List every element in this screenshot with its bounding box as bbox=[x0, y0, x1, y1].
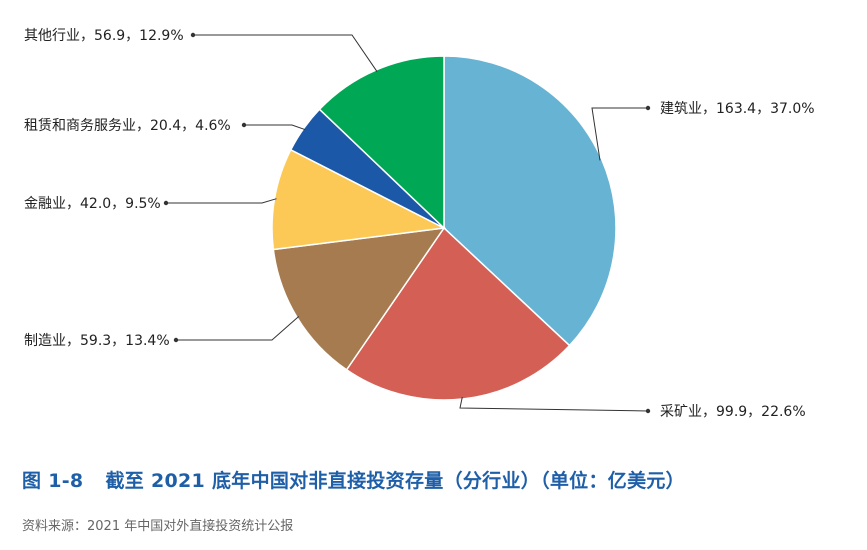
figure-title: 截至 2021 底年中国对非直接投资存量（分行业）（单位：亿美元） bbox=[105, 470, 685, 492]
pie-labels: 建筑业，163.4，37.0% 采矿业，99.9，22.6% 制造业，59.3，13… bbox=[24, 28, 815, 420]
slice-label-6: 其他行业，56.9，12.9% bbox=[24, 28, 184, 44]
pie-slices bbox=[271, 55, 617, 401]
slice-label-4: 金融业，42.0，9.5% bbox=[24, 196, 161, 212]
pie-slice-4 bbox=[271, 148, 447, 251]
slice-label-2: 采矿业，99.9，22.6% bbox=[660, 404, 806, 420]
leader-dot-1 bbox=[645, 105, 651, 111]
leader-dot-2 bbox=[645, 408, 651, 414]
pie-slice-2 bbox=[345, 226, 571, 401]
leader-line-1 bbox=[591, 107, 648, 161]
leader-line-4 bbox=[166, 198, 277, 204]
slice-label-3: 制造业，59.3，13.4% bbox=[24, 333, 170, 349]
leader-dot-3 bbox=[173, 337, 179, 343]
slice-label-5: 租赁和商务服务业，20.4，4.6% bbox=[24, 118, 231, 134]
leader-dot-4 bbox=[163, 200, 169, 206]
leader-line-5 bbox=[244, 124, 306, 131]
figure-caption: 图 1-8 截至 2021 底年中国对非直接投资存量（分行业）（单位：亿美元） bbox=[22, 466, 685, 493]
source-note: 资料来源：2021 年中国对外直接投资统计公报 bbox=[22, 519, 294, 534]
slice-label-1: 建筑业，163.4，37.0% bbox=[660, 101, 815, 117]
leader-line-3 bbox=[176, 316, 300, 341]
pie-slice-1 bbox=[443, 55, 617, 347]
leader-dot-5 bbox=[241, 122, 247, 128]
pie-chart: 建筑业，163.4，37.0% 采矿业，99.9，22.6% 制造业，59.3，13… bbox=[24, 28, 815, 420]
leader-line-2 bbox=[459, 396, 649, 412]
leader-dot-6 bbox=[190, 32, 196, 38]
leader-line-6 bbox=[193, 34, 378, 72]
figure-number: 图 1-8 bbox=[22, 470, 84, 492]
